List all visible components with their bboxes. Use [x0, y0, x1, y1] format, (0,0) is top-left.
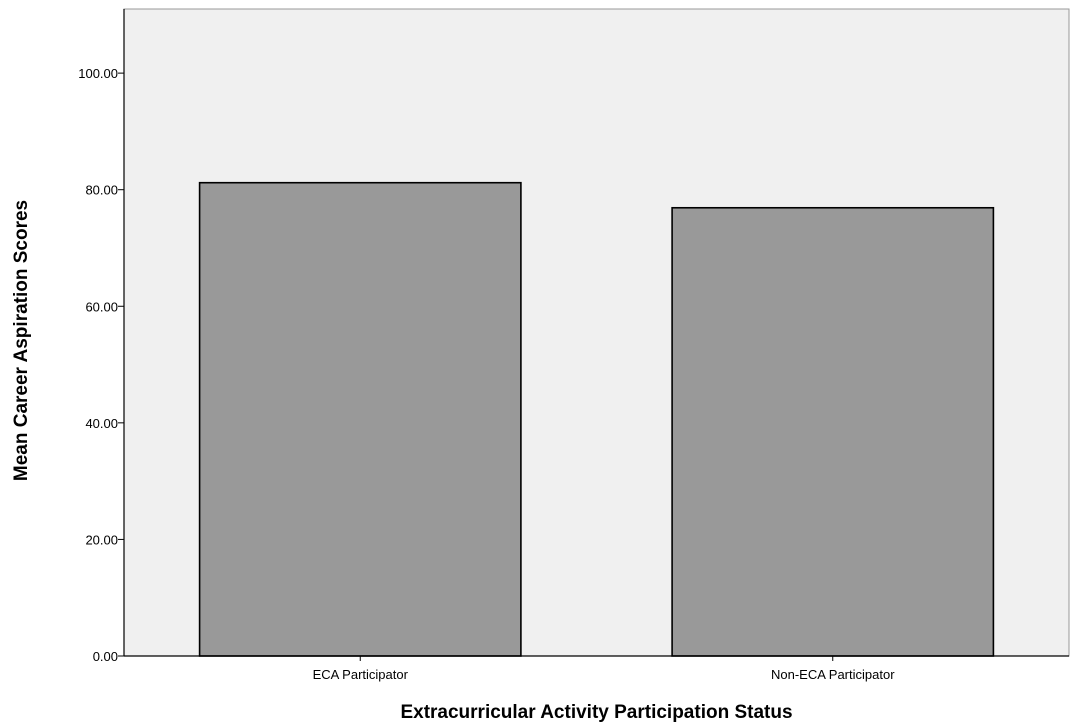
y-tick-label: 80.00 — [85, 183, 118, 198]
x-tick-label: ECA Participator — [313, 667, 409, 682]
y-tick-label: 20.00 — [85, 532, 118, 547]
x-ticks-group: ECA Participator Non-ECA Participator — [313, 656, 895, 682]
y-tick-label: 0.00 — [93, 649, 118, 664]
bars-group — [198, 181, 995, 657]
y-tick-label: 40.00 — [85, 416, 118, 431]
bar-2 — [671, 206, 995, 657]
y-tick-label: 100.00 — [78, 66, 118, 81]
y-ticks-group: 0.00 20.00 40.00 60.00 80.00 100.00 — [78, 66, 124, 664]
bar-1 — [198, 181, 522, 657]
x-tick-label: Non-ECA Participator — [771, 667, 895, 682]
x-axis-title: Extracurricular Activity Participation S… — [400, 702, 792, 723]
y-tick-label: 60.00 — [85, 299, 118, 314]
y-axis-title: Mean Career Aspiration Scores — [11, 200, 32, 481]
